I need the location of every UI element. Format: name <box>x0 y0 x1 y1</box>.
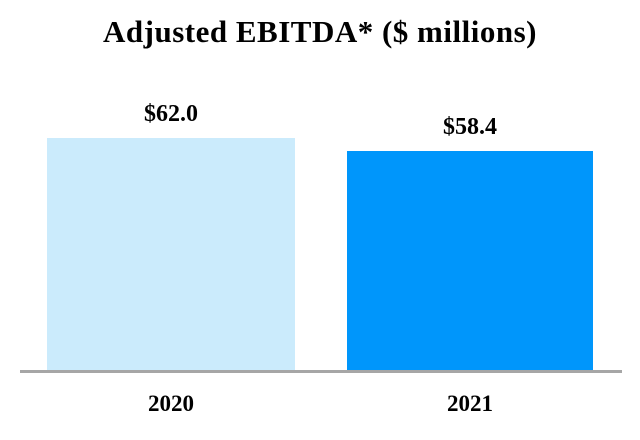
chart-title: Adjusted EBITDA* ($ millions) <box>103 14 537 49</box>
data-label-2020: $62.0 <box>144 100 198 127</box>
x-tick-label-2020: 2020 <box>148 391 194 416</box>
bar-group-2021: $58.4 <box>347 113 593 370</box>
x-tick-label-2021: 2021 <box>447 391 493 416</box>
data-label-2021: $58.4 <box>443 113 497 140</box>
bar-2021 <box>347 151 593 370</box>
x-axis-line <box>20 370 622 373</box>
bar-group-2020: $62.0 <box>47 100 295 370</box>
bar-2020 <box>47 138 295 370</box>
